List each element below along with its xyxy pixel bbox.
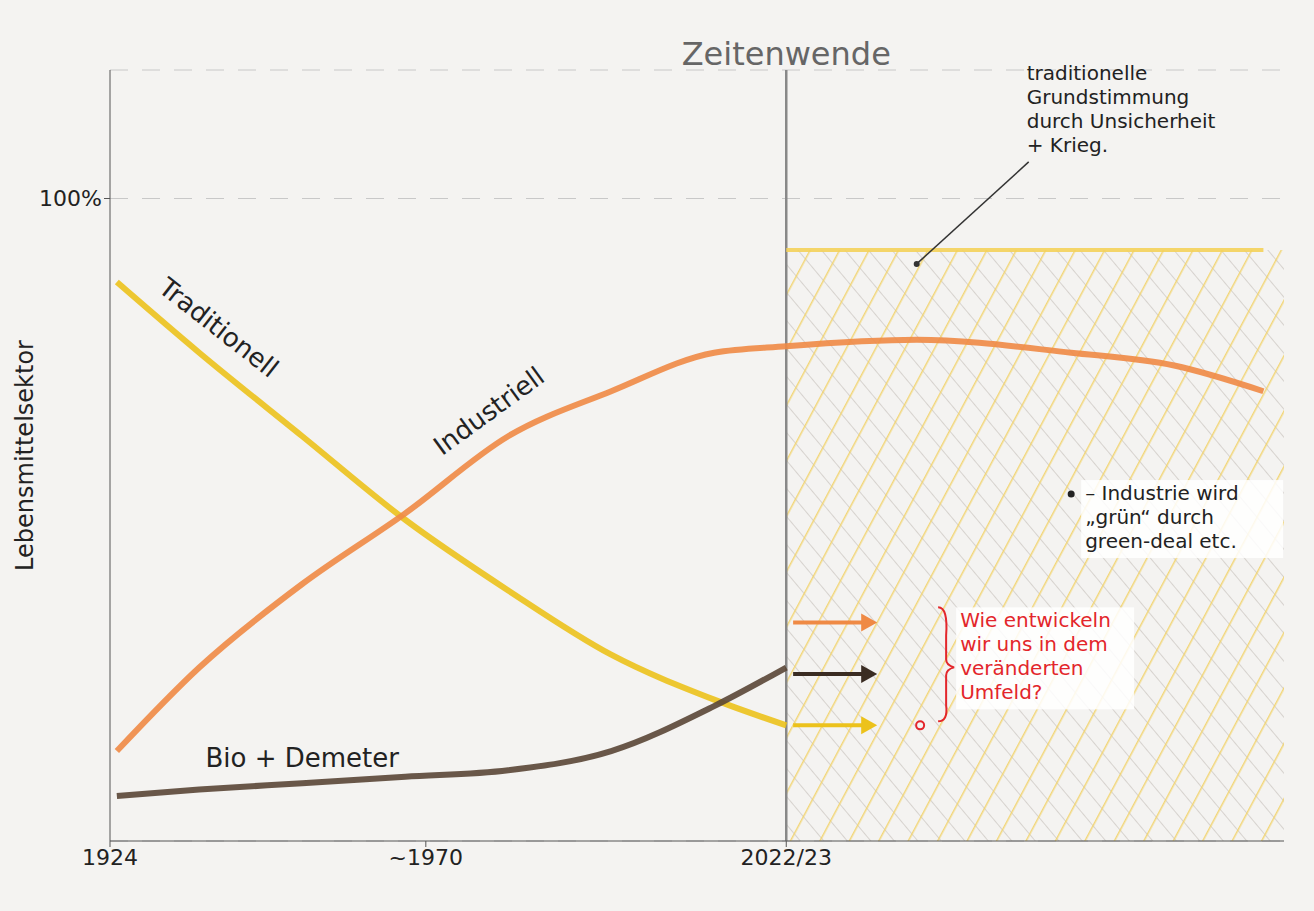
svg-text:Zeitenwende: Zeitenwende: [682, 35, 891, 73]
svg-text:traditionelle: traditionelle: [1027, 61, 1148, 85]
svg-text:Wie entwickeln: Wie entwickeln: [960, 608, 1111, 632]
svg-text:wir uns in dem: wir uns in dem: [960, 632, 1108, 656]
svg-text:~1970: ~1970: [389, 845, 463, 870]
svg-text:2022/23: 2022/23: [741, 845, 832, 870]
svg-text:veränderten: veränderten: [960, 656, 1083, 680]
svg-text:Traditionell: Traditionell: [153, 271, 285, 383]
svg-text:Grundstimmung: Grundstimmung: [1027, 85, 1190, 109]
svg-text:green-deal etc.: green-deal etc.: [1085, 529, 1237, 553]
svg-text:Lebensmittelsektor: Lebensmittelsektor: [11, 340, 39, 571]
svg-text:100%: 100%: [39, 186, 102, 211]
svg-text:1924: 1924: [82, 845, 138, 870]
svg-text:Bio + Demeter: Bio + Demeter: [205, 743, 399, 773]
svg-text:– Industrie wird: – Industrie wird: [1085, 481, 1239, 505]
svg-text:durch Unsicherheit: durch Unsicherheit: [1027, 109, 1216, 133]
svg-text:Industriell: Industriell: [428, 361, 550, 461]
svg-text:Umfeld?: Umfeld?: [960, 680, 1042, 704]
svg-text:+ Krieg.: + Krieg.: [1027, 133, 1108, 157]
svg-text:„grün“ durch: „grün“ durch: [1085, 505, 1214, 529]
